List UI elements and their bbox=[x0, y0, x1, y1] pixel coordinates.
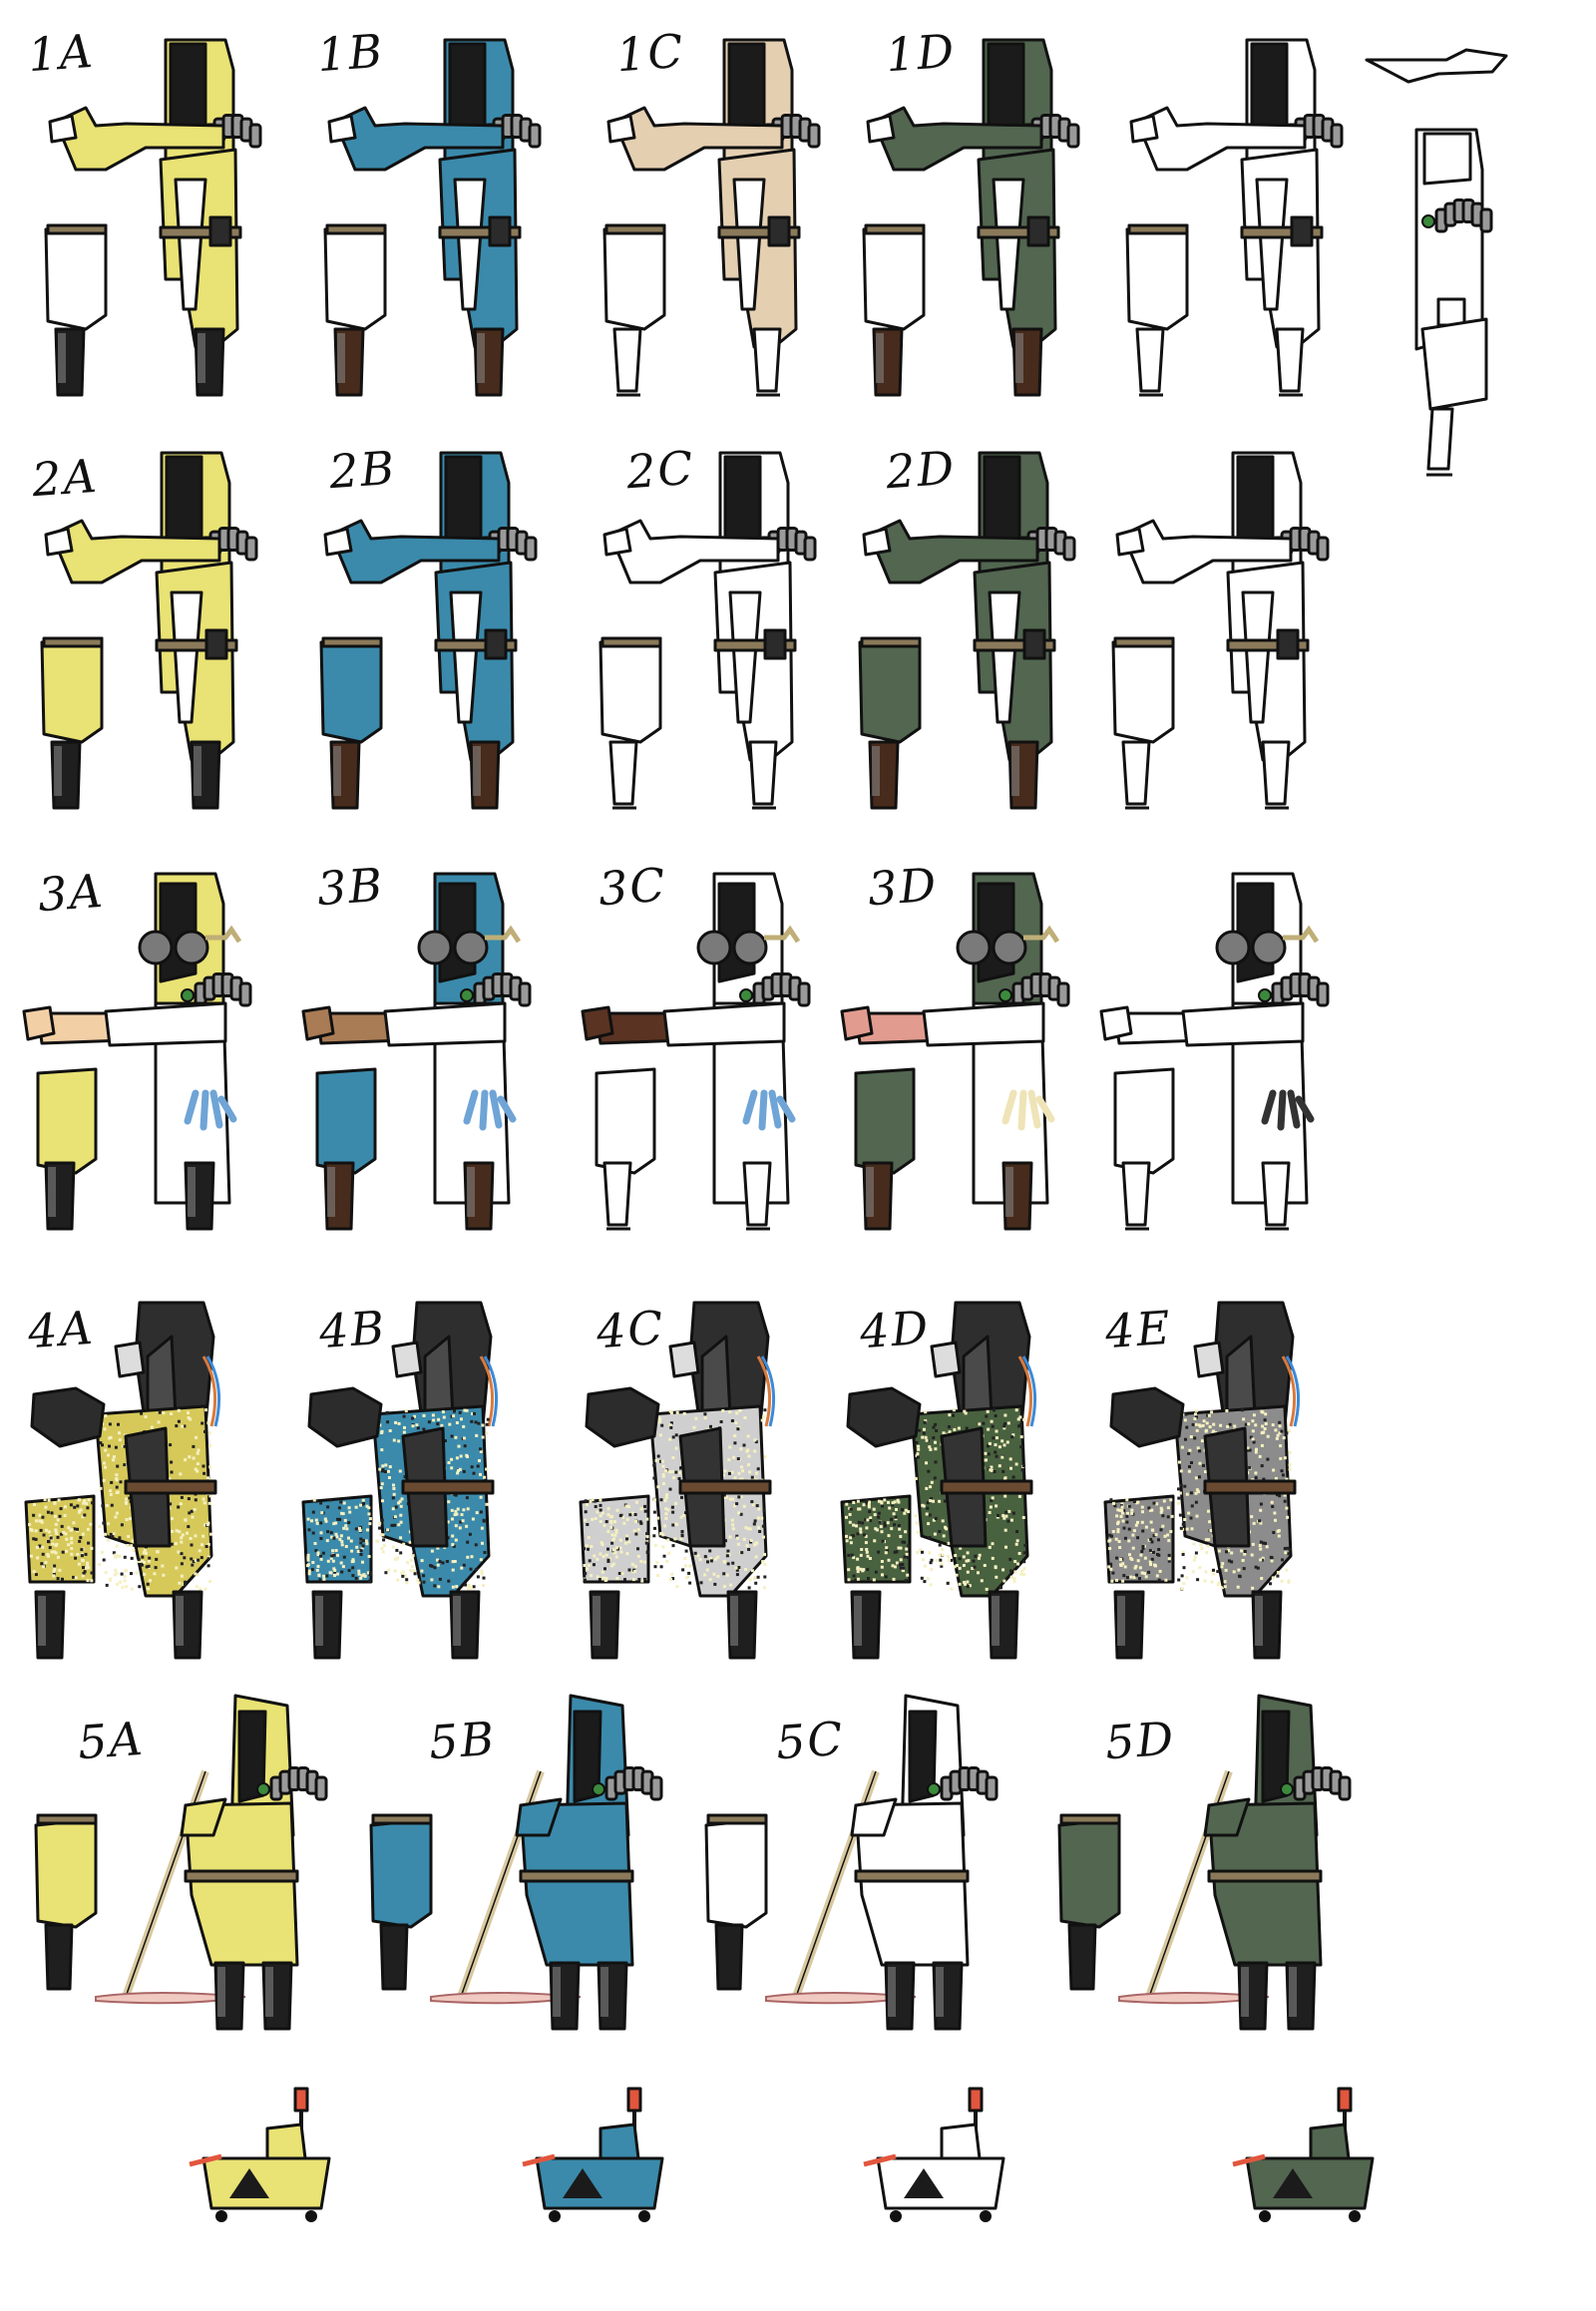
figure-3a bbox=[22, 864, 285, 1243]
figure-2d bbox=[858, 443, 1109, 822]
character-sprite bbox=[24, 1301, 221, 1660]
figure-5b bbox=[369, 1686, 670, 2035]
respirator-hose-icon bbox=[1258, 971, 1330, 1007]
character-sprite bbox=[1232, 2087, 1375, 2222]
character-sprite bbox=[579, 1301, 776, 1660]
respirator-hose-icon bbox=[256, 1765, 328, 1801]
respirator-hose-icon bbox=[927, 1765, 998, 1801]
figure-2b bbox=[319, 443, 571, 822]
respirator-hose-icon bbox=[1421, 197, 1493, 233]
caution-sign-icon bbox=[229, 2168, 269, 2198]
figure-2a bbox=[40, 443, 291, 822]
figure-2-lineart bbox=[1111, 443, 1363, 822]
character-sprite bbox=[34, 1694, 328, 2031]
caution-sign-icon bbox=[1273, 2168, 1313, 2198]
mop-bucket-blue bbox=[522, 2085, 672, 2224]
respirator-hose-icon bbox=[1280, 1765, 1352, 1801]
character-sprite bbox=[858, 451, 1076, 810]
character-sprite bbox=[1103, 1301, 1301, 1660]
character-sprite bbox=[1125, 38, 1344, 397]
figure-3d bbox=[840, 864, 1103, 1243]
character-sprite bbox=[602, 38, 821, 397]
character-sprite bbox=[301, 1301, 499, 1660]
figure-4c bbox=[579, 1297, 830, 1676]
caution-sign-icon bbox=[563, 2168, 602, 2198]
mop-bucket-yellow bbox=[189, 2085, 339, 2224]
character-sprite bbox=[319, 451, 538, 810]
respirator-hose-icon bbox=[592, 1765, 663, 1801]
respirator-hose-icon bbox=[181, 971, 252, 1007]
character-sprite bbox=[840, 1301, 1037, 1660]
figure-1a bbox=[44, 30, 295, 409]
figure-5d bbox=[1057, 1686, 1359, 2035]
character-sprite bbox=[598, 451, 817, 810]
figure-4a bbox=[24, 1297, 275, 1676]
character-sprite bbox=[1057, 1694, 1352, 2031]
respirator-hose-icon bbox=[460, 971, 532, 1007]
figure-2c bbox=[598, 443, 850, 822]
figure-1d bbox=[862, 30, 1113, 409]
mop-bucket-white bbox=[863, 2085, 1013, 2224]
mop-bucket-green bbox=[1232, 2085, 1383, 2224]
figure-3c bbox=[581, 864, 844, 1243]
respirator-hose-icon bbox=[739, 971, 811, 1007]
character-sprite bbox=[840, 872, 1070, 1231]
character-sprite bbox=[1099, 872, 1330, 1231]
figure-1-lineart bbox=[1125, 30, 1377, 409]
figure-4e bbox=[1103, 1297, 1355, 1676]
respirator-hose-icon bbox=[998, 971, 1070, 1007]
character-sprite bbox=[301, 872, 532, 1231]
character-sprite bbox=[189, 2087, 331, 2222]
caution-sign-icon bbox=[904, 2168, 944, 2198]
character-sprite bbox=[22, 872, 252, 1231]
character-sprite bbox=[862, 38, 1080, 397]
figure-5c bbox=[704, 1686, 1005, 2035]
character-sprite bbox=[323, 38, 542, 397]
figure-1b bbox=[323, 30, 575, 409]
character-sprite bbox=[863, 2087, 1005, 2222]
figure-4d bbox=[840, 1297, 1091, 1676]
figure-4b bbox=[301, 1297, 553, 1676]
character-sprite bbox=[369, 1694, 663, 2031]
figure-3-lineart bbox=[1099, 864, 1363, 1243]
figure-1c bbox=[602, 30, 854, 409]
character-sprite bbox=[1111, 451, 1330, 810]
character-sprite bbox=[40, 451, 258, 810]
character-sprite bbox=[581, 872, 811, 1231]
character-sprite bbox=[522, 2087, 664, 2222]
character-sprite bbox=[44, 38, 262, 397]
figure-3b bbox=[301, 864, 565, 1243]
figure-side-view bbox=[1365, 30, 1526, 489]
figure-5a bbox=[34, 1686, 335, 2035]
character-sprite bbox=[704, 1694, 998, 2031]
